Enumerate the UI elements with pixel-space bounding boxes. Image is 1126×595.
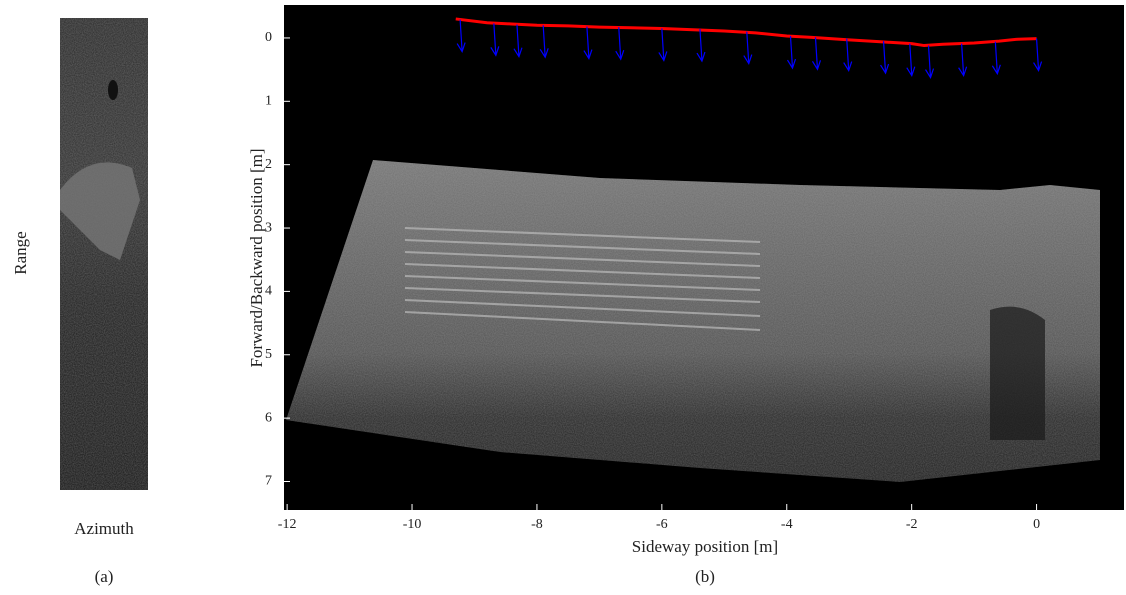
axis-label: Azimuth: [74, 519, 134, 538]
x-tick-label: -6: [656, 517, 668, 532]
figure: Range Azimuth (a) Sideway position [m] F…: [0, 0, 1126, 590]
y-tick-label: 2: [265, 157, 272, 172]
y-tick-label: 7: [265, 474, 272, 489]
x-tick-label: -12: [278, 517, 297, 532]
sonar-mosaic: [286, 160, 1100, 482]
y-tick-label: 0: [265, 30, 272, 45]
caption: (b): [695, 567, 715, 586]
y-tick-label: 6: [265, 410, 272, 425]
y-tick-label: 1: [265, 94, 272, 109]
x-tick-label: -4: [781, 517, 793, 532]
y-axis-label: Forward/Backward position [m]: [247, 148, 266, 367]
caption: (a): [95, 567, 114, 586]
y-tick-label: 5: [265, 347, 272, 362]
x-tick-label: -8: [531, 517, 543, 532]
y-tick-label: 3: [265, 220, 272, 235]
x-tick-label: 0: [1033, 517, 1040, 532]
x-axis-label: Sideway position [m]: [632, 537, 778, 556]
sonar-image-a: [60, 18, 148, 490]
x-tick-label: -2: [906, 517, 918, 532]
x-tick-label: -10: [403, 517, 422, 532]
y-tick-label: 4: [265, 284, 272, 299]
axis-label: Range: [11, 231, 30, 274]
